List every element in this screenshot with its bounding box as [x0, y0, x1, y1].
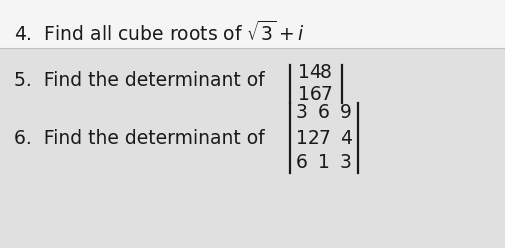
Text: 14: 14: [297, 63, 321, 83]
Text: 6.  Find the determinant of: 6. Find the determinant of: [14, 128, 264, 148]
Text: 5.  Find the determinant of: 5. Find the determinant of: [14, 70, 264, 90]
Bar: [0, 48, 505, 248]
Text: 7: 7: [317, 128, 329, 148]
Bar: [0, 0, 505, 48]
Text: 12: 12: [295, 128, 319, 148]
Text: 4: 4: [339, 128, 351, 148]
Text: 8: 8: [319, 63, 331, 83]
Text: 3: 3: [339, 154, 351, 173]
Text: 9: 9: [339, 103, 351, 123]
Text: 7: 7: [319, 86, 331, 104]
Text: 4.  Find all cube roots of $\sqrt{3} + i$: 4. Find all cube roots of $\sqrt{3} + i$: [14, 21, 304, 45]
Text: 6: 6: [295, 154, 307, 173]
Text: 6: 6: [317, 103, 329, 123]
Text: 1: 1: [317, 154, 329, 173]
Text: 16: 16: [297, 86, 321, 104]
Text: 3: 3: [295, 103, 307, 123]
